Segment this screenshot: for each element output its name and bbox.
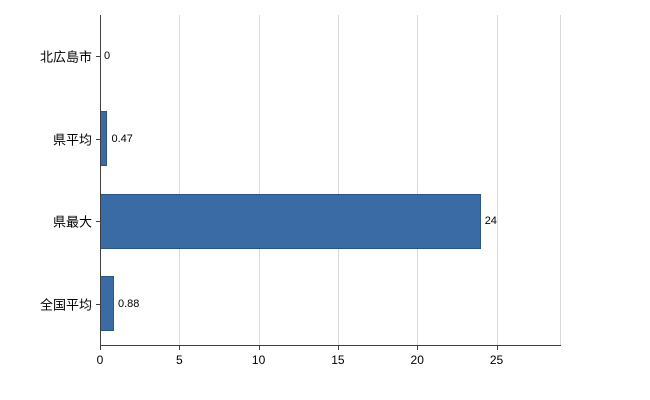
y-axis-tick (96, 303, 100, 305)
x-tick-label: 5 (175, 353, 183, 367)
x-axis-tick (179, 346, 181, 350)
vertical-gridline (417, 15, 419, 345)
value-label: 0 (104, 50, 111, 63)
plot-right-border (560, 15, 561, 345)
bar-県平均 (100, 111, 107, 167)
vertical-gridline (179, 15, 181, 345)
vertical-gridline (496, 15, 498, 345)
bar-全国平均 (100, 276, 114, 332)
x-tick-label: 20 (410, 353, 424, 367)
y-axis-tick (96, 138, 100, 140)
vertical-gridline (258, 15, 260, 345)
x-tick-label: 0 (96, 353, 104, 367)
category-label: 全国平均 (39, 297, 92, 313)
category-label: 県平均 (52, 132, 92, 148)
x-axis-tick (496, 346, 498, 350)
value-label: 0.47 (111, 132, 133, 145)
category-label: 県最大 (52, 214, 92, 230)
value-label: 0.88 (117, 297, 140, 310)
value-label: 24 (484, 215, 497, 228)
x-axis-tick (417, 346, 419, 350)
x-axis-line (100, 345, 561, 346)
x-axis-tick (100, 346, 101, 350)
x-tick-label: 10 (251, 353, 266, 367)
y-axis-tick (96, 221, 100, 223)
category-label: 北広島市 (39, 49, 92, 65)
x-axis-tick (258, 346, 260, 350)
y-axis-tick (96, 56, 100, 58)
y-axis-line (100, 15, 101, 346)
x-axis-tick (337, 346, 339, 350)
x-tick-label: 25 (489, 353, 504, 367)
bar-県最大 (100, 193, 481, 249)
x-tick-label: 15 (331, 353, 345, 367)
vertical-gridline (337, 15, 339, 345)
